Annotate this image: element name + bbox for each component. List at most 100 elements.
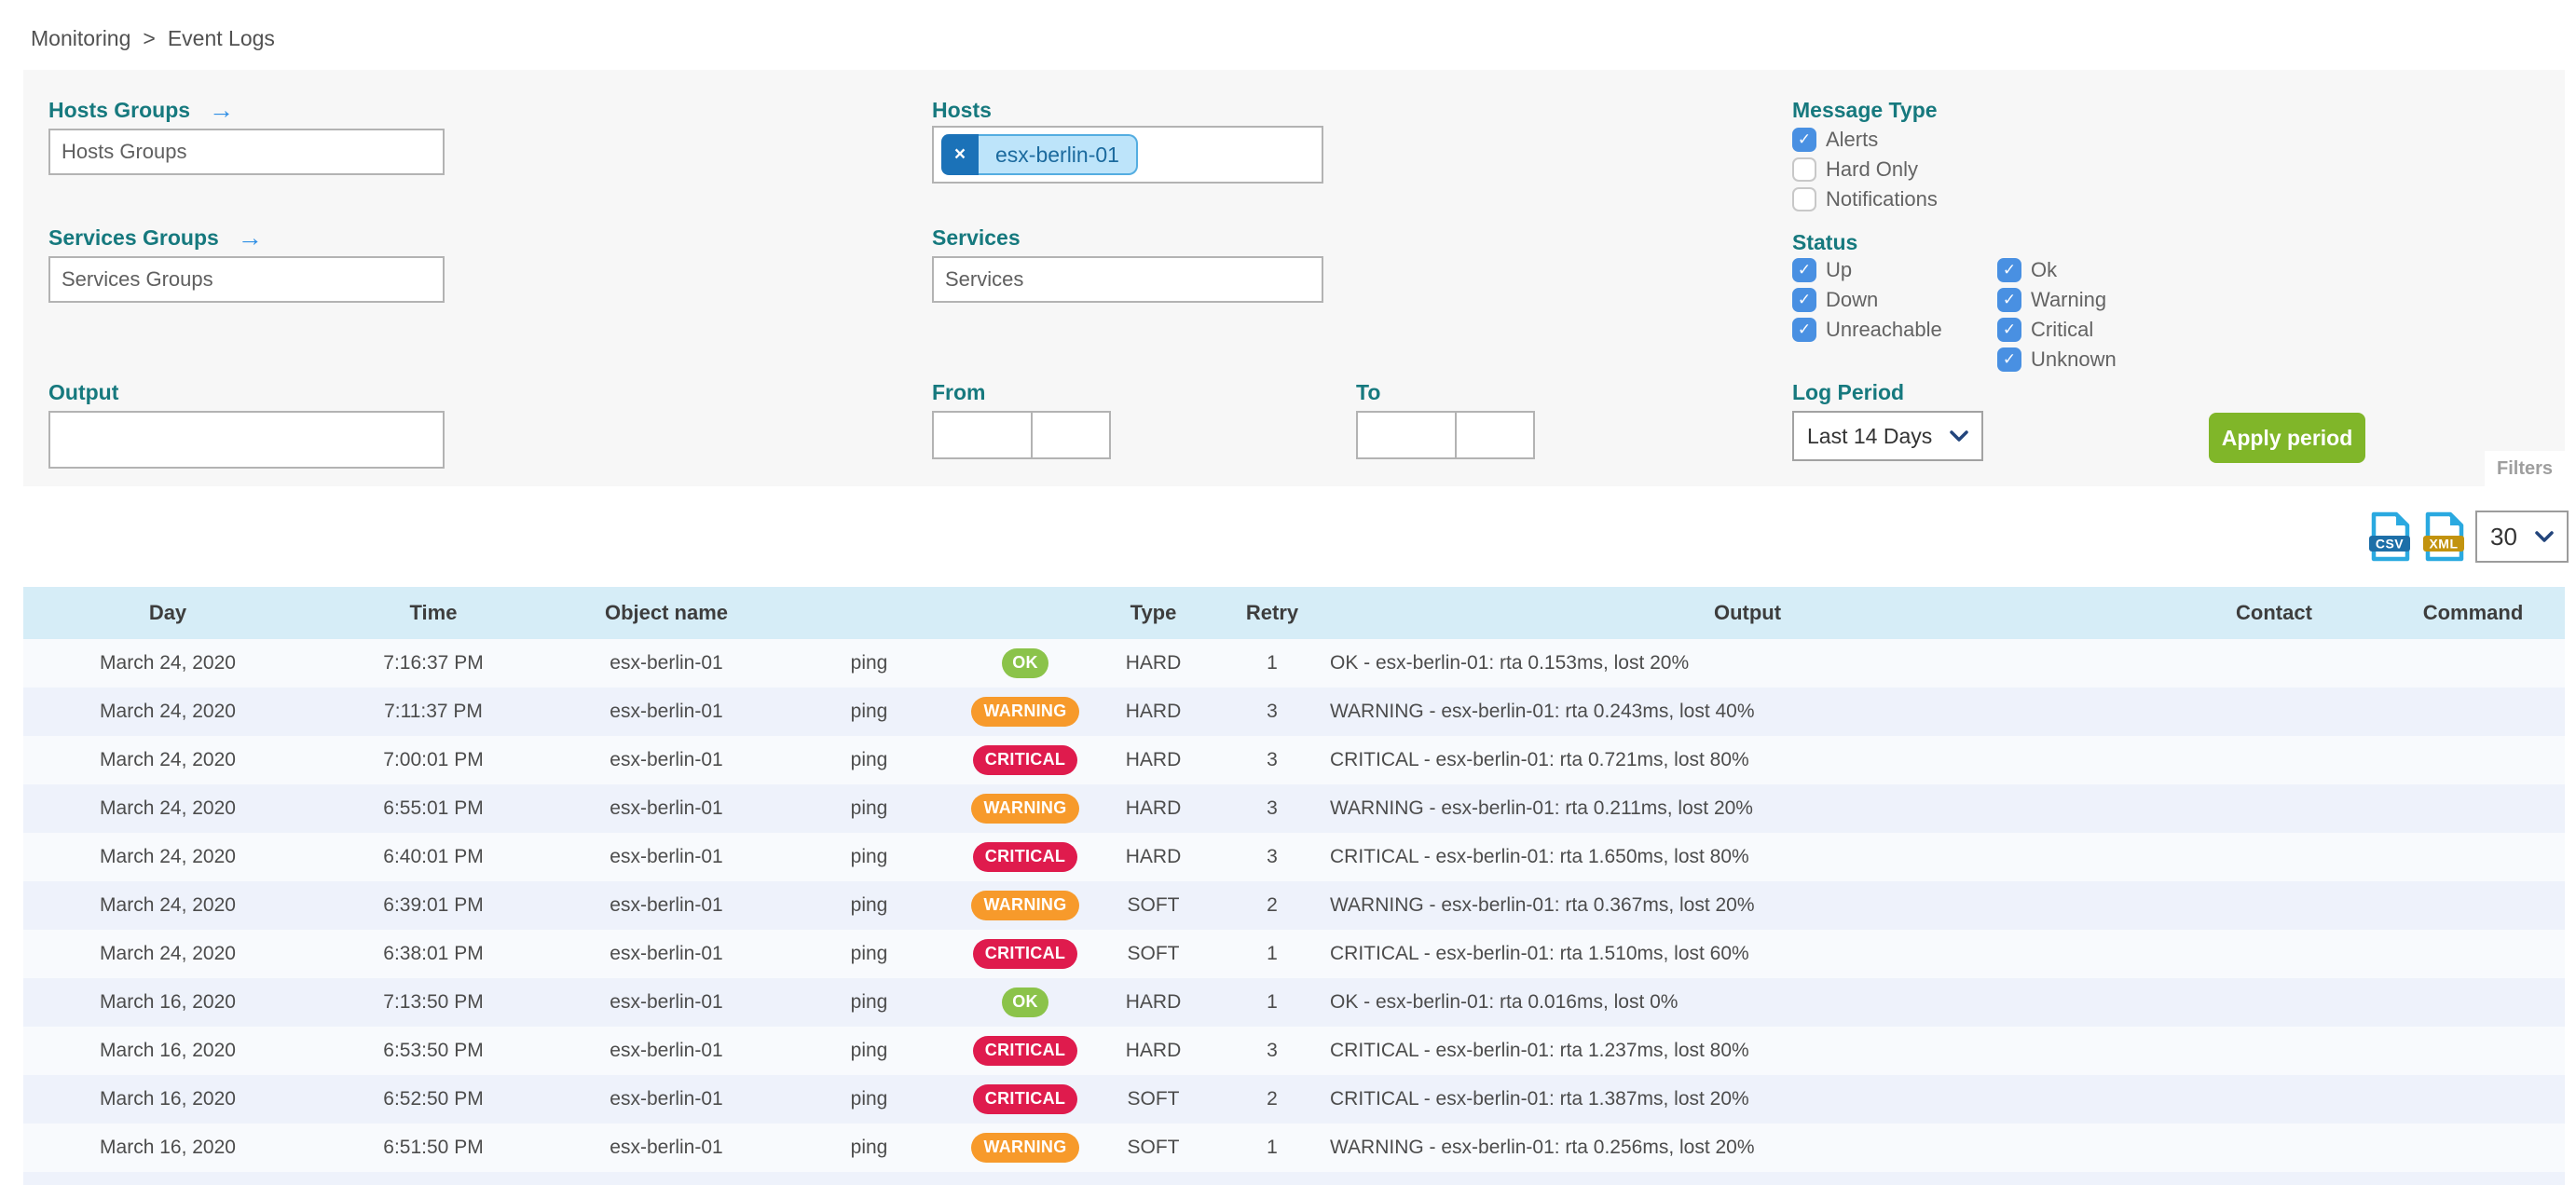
filter-panel: Hosts Groups → Services Groups → Output … [23,70,2565,486]
cell-retry: 1 [1267,652,1278,674]
table-row-partial [23,1172,2565,1185]
table-row: March 16, 2020 6:51:50 PM esx-berlin-01 pin… [23,1124,2565,1172]
hosts-groups-arrow-icon[interactable]: → [209,96,235,124]
status-checkbox-unknown[interactable]: ✓ Unknown [1997,347,2117,372]
log-period-select[interactable]: Last 14 Days [1792,411,1983,461]
to-label: To [1356,380,1381,404]
page-size-select[interactable]: 30 [2475,511,2569,563]
output-label: Output [48,380,119,404]
table-header-row: Day Time Object name Type Retry Output C… [23,587,2565,639]
breadcrumb-event-logs[interactable]: Event Logs [167,26,275,50]
checkbox-unchecked-icon[interactable] [1792,187,1816,211]
apply-period-button[interactable]: Apply period [2209,413,2365,463]
message-type-checkbox-alerts[interactable]: ✓ Alerts [1792,128,1938,152]
page-size-value: 30 [2490,522,2517,551]
breadcrumb-monitoring[interactable]: Monitoring [31,26,131,50]
cell-retry: 1 [1267,991,1278,1013]
chevron-down-icon [2535,530,2554,542]
cell-output: WARNING - esx-berlin-01: rta 0.243ms, lo… [1330,701,1755,722]
checkbox-checked-icon[interactable]: ✓ [1792,128,1816,152]
filters-tab[interactable]: Filters [2485,451,2565,486]
chip-remove-icon[interactable]: × [941,134,979,175]
status-badge: CRITICAL [972,842,1078,872]
cell-type: HARD [1125,749,1182,770]
hosts-input[interactable]: × esx-berlin-01 [932,126,1323,184]
cell-type: HARD [1125,701,1182,722]
output-input[interactable] [48,411,445,469]
host-chip[interactable]: × esx-berlin-01 [941,134,1138,175]
from-time-input[interactable] [1031,411,1111,459]
breadcrumb: Monitoring > Event Logs [31,26,275,51]
checkbox-checked-icon[interactable]: ✓ [1997,258,2021,282]
checkbox-label: Up [1826,258,1853,281]
cell-type: SOFT [1127,1137,1180,1158]
status-badge: WARNING [971,697,1079,727]
export-xml-icon[interactable]: XML [2421,511,2466,562]
hosts-groups-label: Hosts Groups → [48,96,235,124]
status-checkbox-warning[interactable]: ✓ Warning [1997,288,2117,312]
status-checkbox-down[interactable]: ✓ Down [1792,288,1942,312]
table-row: March 24, 2020 6:38:01 PM esx-berlin-01 pin… [23,930,2565,978]
cell-status: WARNING [960,891,1090,920]
checkbox-checked-icon[interactable]: ✓ [1792,258,1816,282]
cell-time: 7:00:01 PM [383,749,484,770]
table-row: March 24, 2020 6:40:01 PM esx-berlin-01 pin… [23,833,2565,881]
cell-type: HARD [1125,797,1182,819]
cell-retry: 1 [1267,1137,1278,1158]
cell-retry: 2 [1267,1088,1278,1110]
services-groups-arrow-icon[interactable]: → [237,224,263,252]
export-csv-icon[interactable]: CSV [2367,511,2412,562]
checkbox-label: Ok [2031,258,2058,281]
from-date-input[interactable] [932,411,1033,459]
cell-status: WARNING [960,697,1090,727]
cell-object-name: esx-berlin-01 [610,797,723,819]
checkbox-label: Unknown [2031,347,2117,371]
status-checkbox-ok[interactable]: ✓ Ok [1997,258,2117,282]
services-input[interactable] [932,256,1323,303]
header-contact: Contact [2236,601,2312,624]
status-checkbox-unreachable[interactable]: ✓ Unreachable [1792,318,1942,342]
cell-retry: 1 [1267,943,1278,964]
cell-object-name: esx-berlin-01 [610,1040,723,1061]
cell-day: March 24, 2020 [100,701,236,722]
checkbox-checked-icon[interactable]: ✓ [1792,318,1816,342]
cell-status: WARNING [960,794,1090,824]
cell-time: 7:11:37 PM [384,701,483,722]
cell-time: 6:52:50 PM [383,1088,484,1110]
to-date-input[interactable] [1356,411,1457,459]
cell-object-name: esx-berlin-01 [610,894,723,916]
svg-text:CSV: CSV [2376,537,2404,552]
table-row: March 24, 2020 6:39:01 PM esx-berlin-01 pin… [23,881,2565,930]
hosts-groups-input[interactable] [48,129,445,175]
checkbox-unchecked-icon[interactable] [1792,157,1816,182]
message-type-checkbox-hard-only[interactable]: Hard Only [1792,157,1938,182]
cell-service: ping [850,797,888,819]
message-type-label: Message Type [1792,98,1938,122]
from-label: From [932,380,986,404]
message-type-checkbox-notifications[interactable]: Notifications [1792,187,1938,211]
cell-retry: 3 [1267,701,1278,722]
checkbox-checked-icon[interactable]: ✓ [1997,288,2021,312]
checkbox-checked-icon[interactable]: ✓ [1997,347,2021,372]
services-groups-input[interactable] [48,256,445,303]
status-checkbox-up[interactable]: ✓ Up [1792,258,1942,282]
status-badge: WARNING [971,1133,1079,1163]
status-badge: OK [1002,648,1048,678]
checkbox-checked-icon[interactable]: ✓ [1997,318,2021,342]
cell-service: ping [850,846,888,867]
checkbox-checked-icon[interactable]: ✓ [1792,288,1816,312]
cell-time: 6:55:01 PM [383,797,484,819]
table-body: March 24, 2020 7:16:37 PM esx-berlin-01 pin… [23,639,2565,1172]
status-checkbox-critical[interactable]: ✓ Critical [1997,318,2117,342]
hosts-label: Hosts [932,98,992,122]
cell-service: ping [850,1040,888,1061]
to-time-input[interactable] [1455,411,1535,459]
cell-day: March 16, 2020 [100,1137,236,1158]
table-row: March 24, 2020 6:55:01 PM esx-berlin-01 pin… [23,784,2565,833]
table-row: March 24, 2020 7:00:01 PM esx-berlin-01 pin… [23,736,2565,784]
export-toolbar: CSV XML 30 [2367,511,2569,563]
cell-status: CRITICAL [960,745,1090,775]
cell-day: March 24, 2020 [100,846,236,867]
status-badge: WARNING [971,891,1079,920]
cell-object-name: esx-berlin-01 [610,749,723,770]
